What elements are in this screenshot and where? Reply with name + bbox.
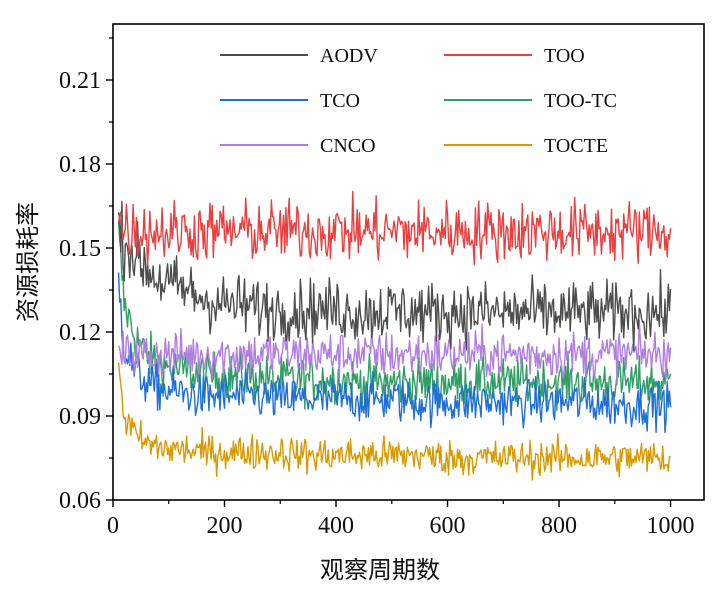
legend-label-cnco: CNCO [320,135,376,157]
legend-label-too-tc: TOO-TC [544,90,617,112]
y-tick-label: 0.18 [59,152,101,178]
y-tick-label: 0.09 [59,404,101,430]
series-line-cnco [117,319,672,386]
x-tick-label: 400 [318,513,354,539]
x-tick-label: 200 [207,513,243,539]
y-tick-label: 0.15 [59,236,101,262]
series-layer [117,190,672,481]
x-axis-label: 观察周期数 [320,556,440,584]
y-tick-label: 0.21 [59,68,101,94]
legend-label-tco: TCO [320,90,360,112]
x-tick-label: 600 [430,513,466,539]
y-axis-label: 资源损耗率 [14,202,42,322]
x-tick-label: 800 [541,513,577,539]
legend: AODV TOO TCO TOO-TC CNCO TOCTE [220,45,617,157]
x-tick-label: 0 [107,513,119,539]
y-tick-label: 0.12 [59,320,101,346]
series-line-tco [117,272,672,434]
series-line-too [117,190,672,266]
x-tick-label: 1000 [647,513,695,539]
plot-frame [112,23,705,501]
series-line-tocte [117,362,671,481]
ticks-layer: 0 200 400 600 800 1000 0.06 0.09 0.12 0.15 0.18 0.2… [59,37,695,539]
series-line-aodv [117,200,672,352]
series-line-too-tc [117,222,672,414]
legend-label-aodv: AODV [320,45,378,67]
legend-label-tocte: TOCTE [544,135,608,157]
legend-label-too: TOO [544,45,585,67]
y-tick-label: 0.06 [59,488,101,514]
